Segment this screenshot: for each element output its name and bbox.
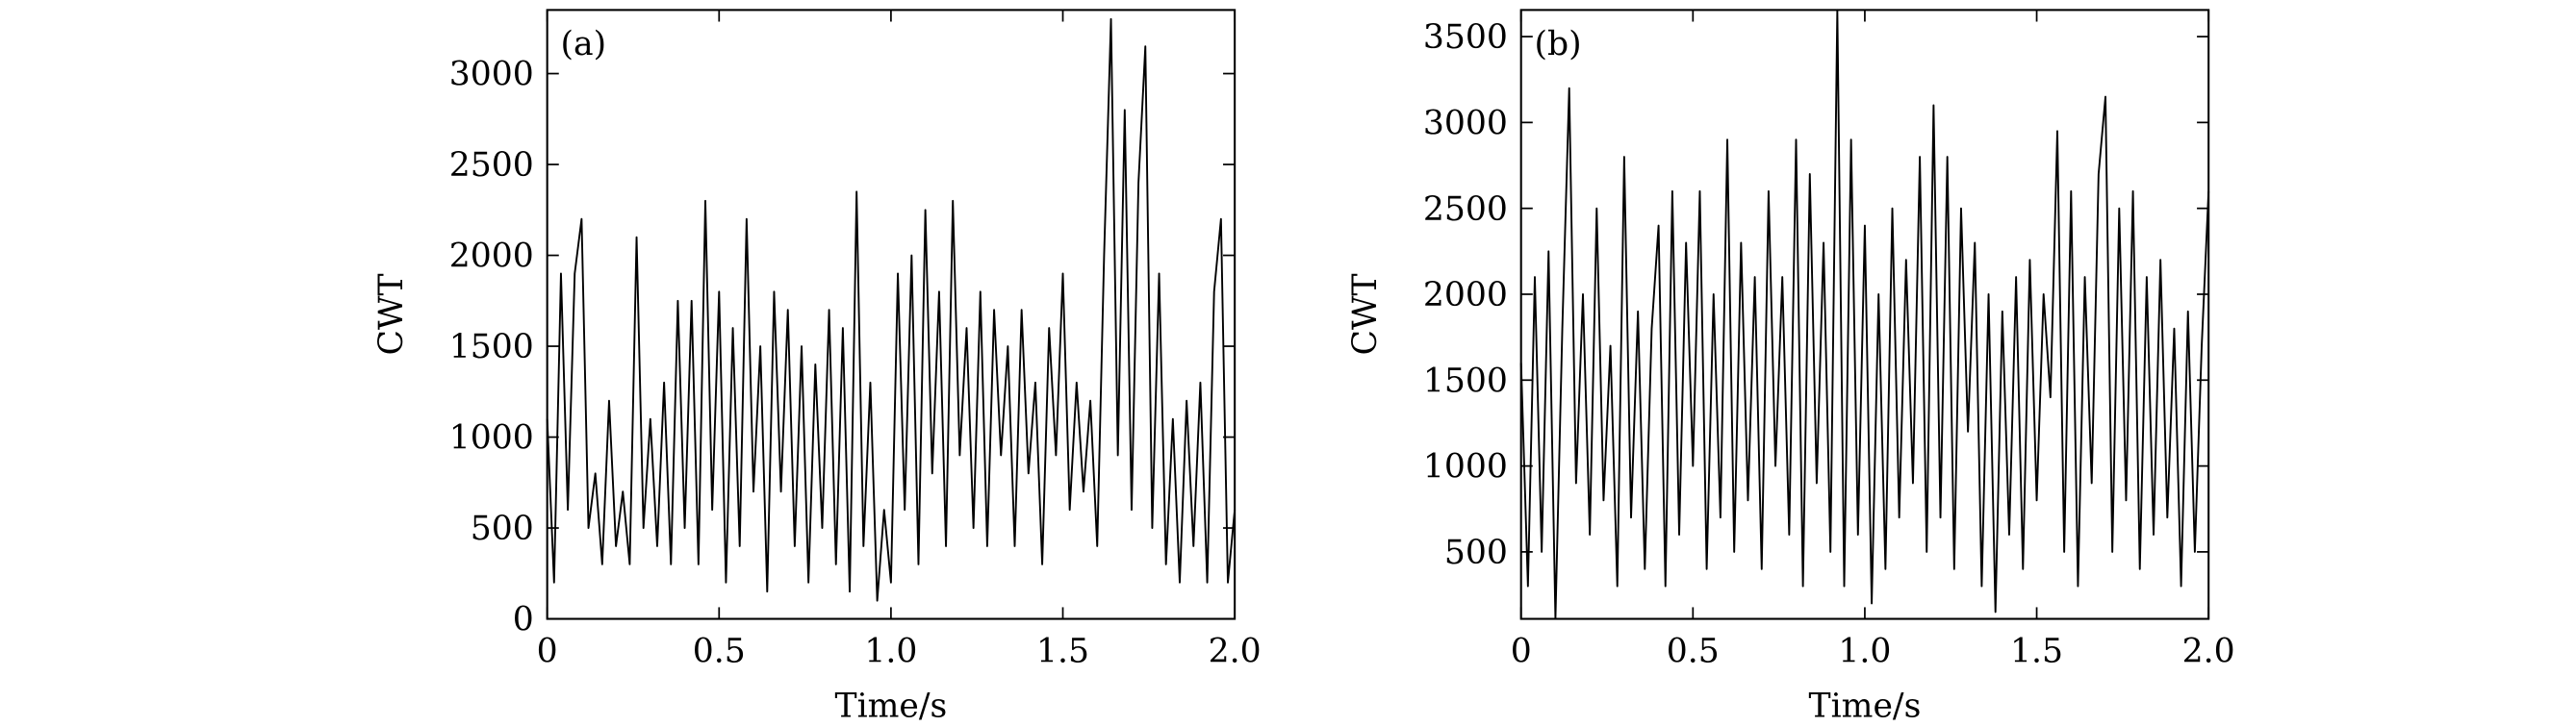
y-tick-label: 3000	[1423, 104, 1508, 142]
y-tick-label: 500	[471, 510, 534, 548]
x-axis-label: Time/s	[835, 688, 948, 726]
y-tick-label: 500	[1444, 534, 1508, 572]
y-tick-label: 3500	[1423, 18, 1508, 57]
y-axis-label: CWT	[372, 273, 411, 355]
x-tick-label: 1.0	[1838, 633, 1891, 671]
x-tick-label: 0	[537, 633, 558, 671]
y-tick-label: 2500	[449, 146, 534, 185]
y-tick-label: 1000	[449, 419, 534, 458]
y-tick-label: 0	[513, 601, 534, 639]
y-tick-label: 2500	[1423, 190, 1508, 229]
y-tick-label: 1500	[1423, 362, 1508, 400]
x-tick-label: 1.0	[864, 633, 917, 671]
x-tick-label: 1.5	[2010, 633, 2063, 671]
x-axis-label: Time/s	[1809, 688, 1922, 726]
y-tick-label: 1500	[449, 328, 534, 366]
plot-frame	[546, 9, 1237, 620]
x-tick-label: 2.0	[1209, 633, 1262, 671]
data-line	[546, 17, 1237, 602]
y-axis-label: CWT	[1346, 273, 1385, 355]
annotation: (b)	[1535, 25, 1582, 63]
y-tick-label: 1000	[1423, 448, 1508, 487]
data-line	[1519, 9, 2210, 620]
x-tick-label: 2.0	[2182, 633, 2235, 671]
x-tick-label: 0	[1511, 633, 1532, 671]
y-tick-label: 2000	[449, 238, 534, 276]
x-tick-label: 1.5	[1036, 633, 1089, 671]
y-tick-label: 2000	[1423, 276, 1508, 314]
x-tick-label: 0.5	[693, 633, 746, 671]
y-tick-label: 3000	[449, 56, 534, 94]
annotation: (a)	[561, 25, 607, 63]
x-tick-label: 0.5	[1667, 633, 1720, 671]
